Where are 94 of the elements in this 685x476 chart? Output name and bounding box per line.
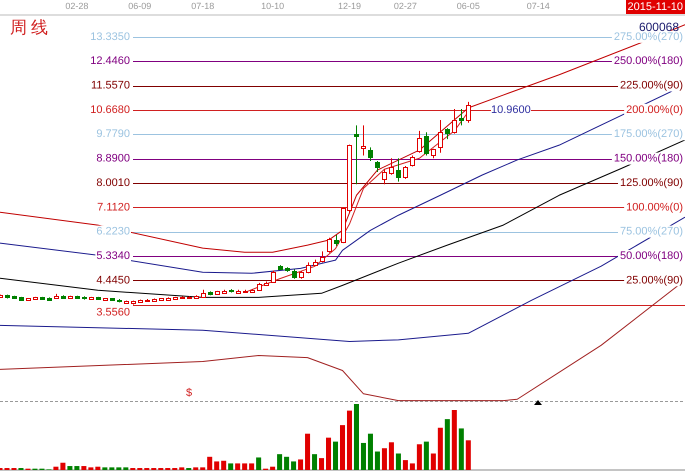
annotation: 10.9600 [491,104,531,116]
bar [249,463,254,470]
annotation: 75.00%(270) [620,226,683,238]
bar [270,466,276,470]
bar [368,434,373,470]
annotation: 250.00%(180) [614,55,683,68]
annotation: 225.00%(90) [620,80,683,92]
x-tick-label: 07-18 [191,0,214,11]
chart-title: 周线 [10,17,52,39]
bar [81,466,86,470]
ref-line-label: 9.7790 [96,128,130,140]
candlestick [354,124,359,185]
bar [123,467,128,470]
bar [305,434,310,470]
bar [466,440,471,470]
bar [256,457,262,470]
x-tick-label: 06-09 [128,0,152,11]
bar [193,467,198,470]
x-tick-label: 07-14 [526,0,550,11]
bar [438,428,443,470]
candlestick [459,108,464,126]
bar [354,404,359,470]
bar [102,467,108,470]
x-tick-label: 10-10 [261,0,284,11]
bar [312,454,318,470]
bar [228,463,234,470]
x-tick-label: 12-19 [338,0,362,11]
bar [410,463,415,470]
annotation: 175.00%(270) [614,128,683,140]
bar [430,454,436,470]
annotation: 200.00%(0) [626,104,683,116]
bar [53,466,58,470]
bar [291,461,296,470]
ref-line-label: 7.1120 [97,201,130,214]
ref-line-label: 13.3350 [90,30,130,43]
bar [319,458,324,470]
bar [298,459,304,470]
ref-line-label: 8.8900 [96,152,130,165]
bar [242,463,248,470]
bar [416,444,422,470]
bar [235,463,240,470]
bar [452,410,457,470]
annotation: 150.00%(180) [614,152,683,165]
bar [346,410,352,470]
bar [424,442,429,470]
candlestick [396,158,401,182]
ref-line-label: 8.0010 [96,176,130,189]
candlestick [334,234,339,246]
bar [277,454,282,470]
bar [402,460,408,470]
annotation: 125.00%(90) [620,176,683,189]
bar [109,467,114,470]
candlestick [368,146,373,162]
bar [388,442,394,470]
x-tick-label: 02-28 [65,0,88,11]
bar [116,467,122,470]
bar [214,461,220,470]
ref-line-label: 3.5560 [96,306,130,319]
bar [88,467,94,470]
ref-line-label: 5.3340 [96,250,130,262]
ref-line-label: 12.4460 [90,55,130,68]
candlestick [292,268,297,280]
candlestick [424,132,429,156]
bar [374,452,380,470]
bar [60,462,66,470]
annotation: 275.00%(270) [614,30,683,43]
bar [340,425,346,470]
bar [396,454,401,470]
bar [458,428,464,470]
bar [326,438,332,470]
annotation: 50.00%(180) [620,250,683,262]
bar [207,456,212,470]
bar [67,466,72,470]
bar [284,456,290,470]
text: 2015-11-10 [626,0,685,14]
bar [200,467,206,470]
ref-line-label: 11.5570 [91,80,130,92]
bar [382,448,387,470]
bar [360,442,366,470]
x-tick-label: 02-27 [394,0,417,11]
annotation: 100.00%(0) [626,201,683,214]
candlestick [375,160,380,172]
ref-line-label: 4.4450 [96,274,130,286]
bar [221,460,226,470]
candlestick [445,128,450,140]
ref-line-label: 10.6680 [90,104,130,116]
x-tick-label: 06-05 [456,0,480,11]
bar [444,419,450,470]
annotation: $ [186,387,192,399]
bar [332,442,338,470]
annotation: 25.00%(90) [626,274,683,286]
bar [95,466,100,470]
bar [74,466,80,470]
ref-line-label: 6.2230 [96,226,130,238]
